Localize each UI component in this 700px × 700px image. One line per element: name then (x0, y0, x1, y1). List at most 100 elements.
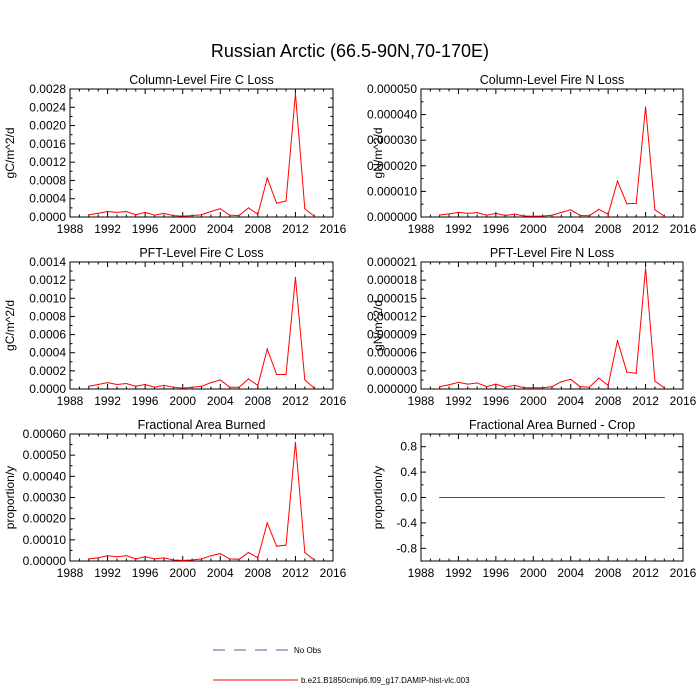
y-tick-label: -0.8 (396, 541, 417, 555)
data-point (485, 214, 488, 216)
data-point (191, 386, 193, 388)
y-tick-label: 0.000012 (367, 309, 417, 323)
data-point (523, 215, 525, 217)
data-point (182, 387, 184, 389)
y-axis-label: proportion/y (3, 466, 17, 529)
y-tick-label: 0.000000 (367, 210, 417, 224)
data-point (210, 555, 212, 557)
data-point (88, 214, 90, 216)
data-point (598, 377, 600, 379)
x-tick-label: 2016 (320, 566, 347, 580)
x-tick-label: 2016 (670, 566, 697, 580)
y-tick-label: 0.000030 (367, 133, 417, 147)
y-tick-label: 0.0020 (29, 119, 66, 133)
data-point (153, 558, 156, 560)
data-point (504, 386, 506, 388)
x-tick-label: 2004 (557, 222, 584, 236)
data-point (229, 214, 231, 216)
y-tick-label: 0.0010 (29, 291, 66, 305)
data-point (285, 544, 287, 546)
x-tick-label: 1988 (57, 222, 84, 236)
y-tick-label: 0.000050 (367, 82, 417, 96)
x-tick-label: 2016 (320, 394, 347, 408)
data-point (257, 557, 259, 559)
data-point (542, 215, 544, 217)
y-tick-label: 0.00030 (23, 491, 67, 505)
x-tick-label: 1992 (94, 394, 121, 408)
x-tick-label: 2008 (595, 222, 622, 236)
x-tick-label: 2008 (245, 566, 272, 580)
legend-label-no-obs: No Obs (294, 646, 321, 655)
data-point (448, 213, 450, 215)
series-line (439, 268, 665, 389)
data-point (276, 202, 278, 204)
data-point (579, 214, 581, 217)
x-tick-label: 2012 (282, 394, 309, 408)
data-point (313, 387, 315, 389)
y-tick-label: 0.00040 (23, 469, 67, 483)
plot-frame (69, 261, 334, 390)
data-point (644, 267, 647, 269)
panel-3: PFT-Level Fire C Loss gC/m^2/d 1988 1992 199… (3, 246, 347, 408)
data-point (294, 276, 297, 279)
data-point (513, 213, 516, 215)
y-tick-label: 0.000009 (367, 328, 417, 342)
data-point (476, 212, 478, 214)
data-point (616, 340, 619, 342)
y-tick-label: 0.0 (400, 491, 417, 505)
y-tick-label: 0.000006 (367, 346, 417, 360)
data-point (116, 556, 118, 558)
data-point (88, 385, 90, 387)
data-point (598, 208, 600, 210)
panel-title: PFT-Level Fire C Loss (139, 246, 263, 260)
x-tick-label: 1996 (132, 566, 159, 580)
x-tick-label: 2012 (282, 222, 309, 236)
data-point (439, 214, 441, 216)
data-point (570, 209, 572, 211)
series-line (88, 442, 315, 561)
data-point (654, 209, 656, 211)
data-point (635, 372, 637, 374)
y-tick-label: 0.00000 (23, 554, 67, 568)
x-tick-label: 2000 (169, 222, 196, 236)
data-point (238, 386, 240, 388)
x-tick-label: 1988 (57, 566, 84, 580)
data-point (495, 383, 497, 385)
plot-frame (69, 433, 334, 562)
data-point (542, 387, 544, 389)
data-point (153, 214, 156, 216)
data-point (257, 213, 259, 215)
x-tick-label: 2016 (670, 222, 697, 236)
y-tick-label: 0.0024 (29, 100, 66, 114)
x-tick-label: 1988 (408, 394, 435, 408)
data-point (182, 559, 184, 561)
x-tick-label: 1992 (445, 222, 472, 236)
data-point (285, 200, 287, 202)
data-point (607, 213, 609, 216)
data-point (276, 373, 278, 376)
panel-title: Column-Level Fire N Loss (480, 73, 625, 87)
data-point (551, 214, 553, 216)
data-point (172, 386, 174, 388)
data-point (504, 214, 506, 217)
data-point (135, 214, 137, 216)
y-tick-label: 0.0004 (29, 346, 66, 360)
data-point (191, 215, 193, 217)
data-point (579, 385, 581, 388)
x-tick-label: 2004 (557, 394, 584, 408)
data-point (476, 382, 478, 384)
data-point (532, 387, 534, 389)
data-point (172, 215, 174, 217)
data-point (616, 180, 619, 182)
x-tick-label: 2008 (245, 222, 272, 236)
x-tick-label: 1992 (94, 222, 121, 236)
y-tick-label: 0.0008 (29, 173, 66, 187)
data-point (200, 385, 203, 387)
y-tick-label: 0.000003 (367, 364, 417, 378)
data-point (135, 385, 137, 387)
y-tick-label: 0.8 (400, 440, 417, 454)
figure-title: Russian Arctic (66.5-90N,70-170E) (211, 41, 489, 61)
plot-frame (420, 261, 684, 390)
y-tick-label: 0.4 (400, 465, 417, 479)
